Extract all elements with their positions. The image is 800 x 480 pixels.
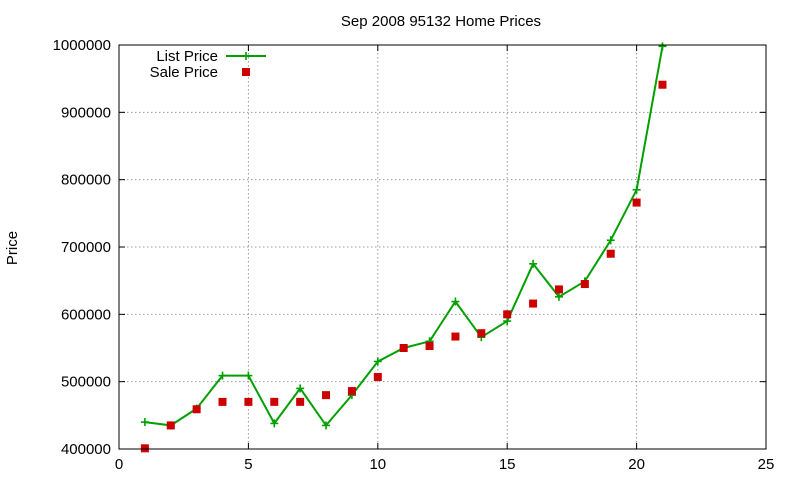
x-tick-label: 15 xyxy=(499,456,516,473)
y-tick-label: 500000 xyxy=(61,374,111,391)
sale-price-point xyxy=(658,80,667,89)
series-sale-price xyxy=(140,80,667,453)
sale-price-point xyxy=(296,397,305,406)
sale-price-point xyxy=(270,397,279,406)
x-tick-label: 10 xyxy=(369,456,386,473)
list-price-point xyxy=(554,292,563,301)
y-tick-label: 800000 xyxy=(61,172,111,189)
list-price-point xyxy=(296,384,305,393)
list-price-point xyxy=(270,419,279,428)
list-price-point xyxy=(322,421,331,430)
list-price-point xyxy=(658,42,667,51)
x-tick-label: 0 xyxy=(115,456,123,473)
sale-price-point xyxy=(632,198,641,207)
list-price-point xyxy=(632,185,641,194)
x-tick-label: 20 xyxy=(628,456,645,473)
y-tick-label: 400000 xyxy=(61,441,111,458)
grid-lines xyxy=(119,45,766,449)
list-price-point xyxy=(451,297,460,306)
y-tick-label: 1000000 xyxy=(53,37,111,54)
sale-price-point xyxy=(477,329,486,338)
sale-price-point xyxy=(399,344,408,352)
sale-price-point xyxy=(451,332,460,341)
list-price-point xyxy=(244,371,253,380)
list-price-point xyxy=(529,259,538,268)
legend-label: List Price xyxy=(156,48,218,65)
sale-price-point xyxy=(606,249,615,258)
y-tick-label: 600000 xyxy=(61,306,111,323)
list-price-point xyxy=(140,418,149,427)
sale-price-point xyxy=(425,341,434,350)
sale-price-point xyxy=(503,310,512,319)
x-tick-label: 25 xyxy=(758,456,775,473)
list-price-line xyxy=(144,46,664,428)
legend-plus-swatch xyxy=(242,52,250,60)
list-price-point xyxy=(373,357,382,366)
sale-price-point xyxy=(322,391,331,400)
y-tick-label: 900000 xyxy=(61,104,111,121)
sale-price-point xyxy=(218,397,227,406)
axis-ticks: 400000 500000 600000 700000 800000 900000 1000… xyxy=(53,37,775,473)
sale-price-point xyxy=(554,285,563,294)
sale-price-point xyxy=(166,421,175,430)
sale-price-point xyxy=(580,280,589,289)
plot-frame xyxy=(118,44,767,450)
list-price-point xyxy=(606,236,615,245)
list-price-point xyxy=(218,371,227,380)
legend-label: Sale Price xyxy=(150,64,218,81)
series-list-price xyxy=(140,42,667,430)
sale-price-point xyxy=(244,397,253,406)
sale-price-point xyxy=(347,387,356,396)
x-tick-label: 5 xyxy=(244,456,252,473)
sale-price-point xyxy=(529,299,538,308)
sale-price-point xyxy=(373,372,382,381)
series-layer xyxy=(140,42,667,453)
y-tick-label: 700000 xyxy=(61,239,111,256)
chart-title: Sep 2008 95132 Home Prices xyxy=(341,13,541,30)
sale-price-point xyxy=(192,405,201,414)
legend-square-swatch xyxy=(242,68,250,76)
list-price-point xyxy=(503,317,512,326)
y-axis-label: Price xyxy=(4,231,21,265)
sale-price-point xyxy=(140,444,149,453)
